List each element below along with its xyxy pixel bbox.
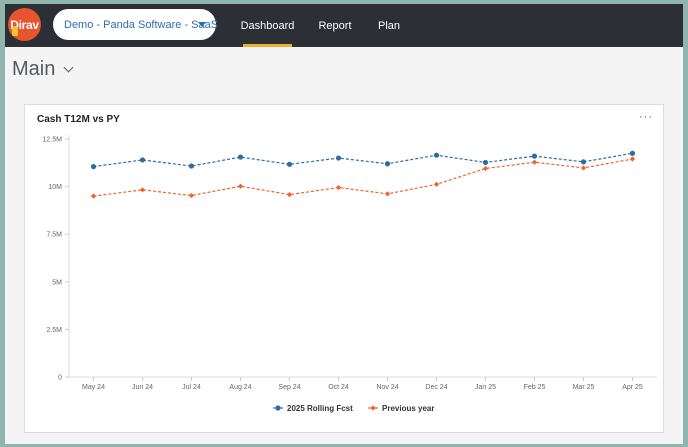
x-tick-label: Jul 24: [182, 384, 201, 391]
series-point: [286, 191, 293, 198]
x-tick-label: Nov 24: [376, 384, 398, 391]
series-point: [482, 165, 489, 172]
company-logo-icon[interactable]: Dirav: [8, 8, 41, 41]
tab-dashboard-label: Dashboard: [240, 19, 295, 32]
y-tick-label: 12.5M: [43, 137, 63, 144]
legend-entry: Previous year: [382, 404, 434, 413]
series-line-1: [93, 158, 633, 197]
x-tick-label: May 24: [82, 384, 105, 391]
legend-entry: 2025 Rolling Fcst: [287, 404, 353, 413]
series-line-0: [93, 152, 633, 168]
x-tick-label: Feb 25: [524, 384, 546, 391]
series-point: [237, 154, 244, 160]
top-navigation-bar: Dirav Demo - Panda Software - SaaS Dashb…: [5, 4, 683, 47]
series-point: [335, 184, 342, 191]
series-point: [384, 161, 391, 167]
chart-title: Cash T12M vs PY: [37, 114, 120, 125]
y-tick-label: 0: [58, 375, 62, 382]
x-tick-label: Oct 24: [328, 384, 349, 391]
series-point: [90, 193, 97, 199]
series-point: [90, 164, 97, 170]
logo-flame-icon: [12, 26, 18, 36]
x-tick-label: Aug 24: [229, 384, 251, 391]
series-point: [531, 153, 538, 159]
series-point: [237, 183, 244, 189]
series-point: [433, 152, 440, 158]
legend-swatch-marker: [275, 405, 281, 411]
more-options-icon[interactable]: ···: [639, 111, 653, 123]
x-tick-label: Dec 24: [425, 384, 447, 391]
series-point: [188, 163, 195, 169]
y-tick-label: 10M: [48, 184, 62, 191]
legend-swatch-marker: [370, 405, 376, 411]
series-point: [139, 157, 146, 163]
x-tick-label: Mar 25: [573, 384, 595, 391]
x-tick-label: Jan 25: [475, 384, 496, 391]
tab-plan[interactable]: Plan: [373, 4, 405, 47]
series-point: [629, 156, 636, 162]
series-point: [580, 165, 587, 171]
tab-dashboard[interactable]: Dashboard: [240, 4, 295, 47]
series-point: [629, 150, 636, 156]
series-point: [531, 159, 538, 165]
y-tick-label: 5M: [52, 279, 62, 286]
page-title[interactable]: Main: [12, 58, 56, 80]
company-selector[interactable]: Demo - Panda Software - SaaS: [53, 9, 219, 40]
series-point: [482, 159, 489, 166]
series-point: [139, 187, 146, 193]
series-point: [335, 155, 342, 161]
app-window: Dirav Demo - Panda Software - SaaS Dashb…: [5, 4, 683, 444]
series-point: [384, 191, 391, 197]
chart-card: Cash T12M vs PY ··· 0 2.5M 5M 7.5M 10M 12.5M M…: [24, 104, 664, 433]
company-selector-label: Demo - Panda Software - SaaS: [64, 18, 219, 31]
series-point: [286, 161, 293, 167]
chevron-down-icon[interactable]: [63, 62, 74, 73]
x-tick-label: Jun 24: [132, 384, 153, 391]
series-point: [433, 181, 440, 187]
y-tick-label: 2.5M: [46, 327, 62, 334]
series-point: [188, 192, 195, 199]
y-tick-label: 7.5M: [46, 232, 62, 239]
line-chart: 0 2.5M 5M 7.5M 10M 12.5M May 24 Jun 24 Jul 24 Aug…: [43, 135, 657, 413]
series-point: [580, 159, 587, 165]
tab-plan-label: Plan: [377, 19, 401, 32]
x-tick-label: Apr 25: [622, 384, 643, 391]
x-tick-label: Sep 24: [278, 384, 300, 391]
tab-report[interactable]: Report: [314, 4, 356, 47]
tab-report-label: Report: [318, 19, 352, 32]
caret-down-icon: [198, 22, 206, 27]
